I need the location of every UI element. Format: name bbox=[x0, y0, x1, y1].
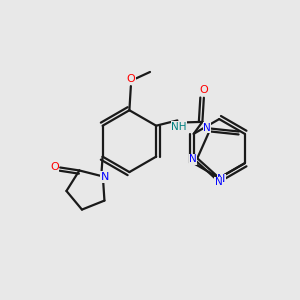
Text: N: N bbox=[203, 122, 211, 133]
Text: N: N bbox=[189, 154, 197, 164]
Text: N: N bbox=[215, 177, 223, 188]
Text: N: N bbox=[101, 172, 110, 182]
Text: N: N bbox=[218, 174, 226, 184]
Text: O: O bbox=[50, 162, 59, 172]
Text: O: O bbox=[200, 85, 208, 95]
Text: NH: NH bbox=[171, 122, 187, 132]
Text: O: O bbox=[127, 74, 135, 84]
